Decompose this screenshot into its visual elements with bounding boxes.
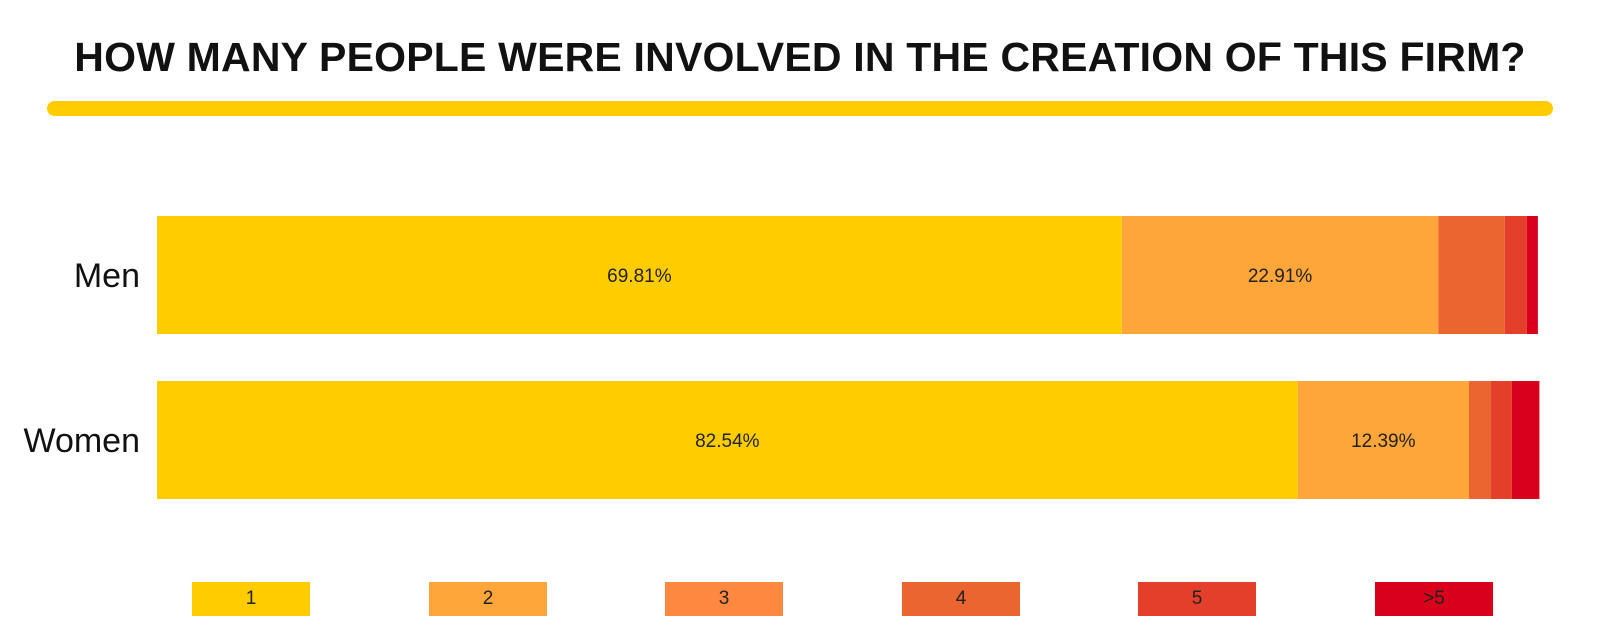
- legend-item-2: 2: [429, 582, 547, 616]
- legend-item-4: 4: [902, 582, 1020, 616]
- bar-segment-men-6: [1526, 216, 1538, 334]
- category-label-women: Women: [23, 422, 140, 460]
- legend-item-6: >5: [1375, 582, 1493, 616]
- chart-legend: 1 2 3 4 5 >5: [0, 582, 1600, 616]
- legend-item-1: 1: [192, 582, 310, 616]
- bar-segment-women-4: [1468, 381, 1492, 499]
- bar-segment-men-2: [1121, 216, 1439, 334]
- bar-segment-women-2: [1297, 381, 1469, 499]
- bar-segment-men-1: [157, 216, 1122, 334]
- bar-segment-women-6: [1511, 381, 1540, 499]
- data-label-men-2: 22.91%: [1248, 266, 1313, 287]
- bar-segment-women-1: [157, 381, 1298, 499]
- data-label-women-2: 12.39%: [1351, 431, 1416, 452]
- category-label-men: Men: [74, 257, 140, 295]
- bar-segment-men-4: [1438, 216, 1505, 334]
- bar-segment-women-5: [1491, 381, 1512, 499]
- stacked-bar-chart: Men 69.81% 22.91% Women 82.54% 12.39%: [23, 216, 1540, 499]
- data-label-women-1: 82.54%: [695, 431, 760, 452]
- chart-title: HOW MANY PEOPLE WERE INVOLVED IN THE CRE…: [74, 34, 1526, 80]
- title-underline: [47, 101, 1553, 116]
- legend-item-3: 3: [665, 582, 783, 616]
- data-label-men-1: 69.81%: [607, 266, 672, 287]
- bar-segment-men-5: [1504, 216, 1527, 334]
- legend-item-5: 5: [1138, 582, 1256, 616]
